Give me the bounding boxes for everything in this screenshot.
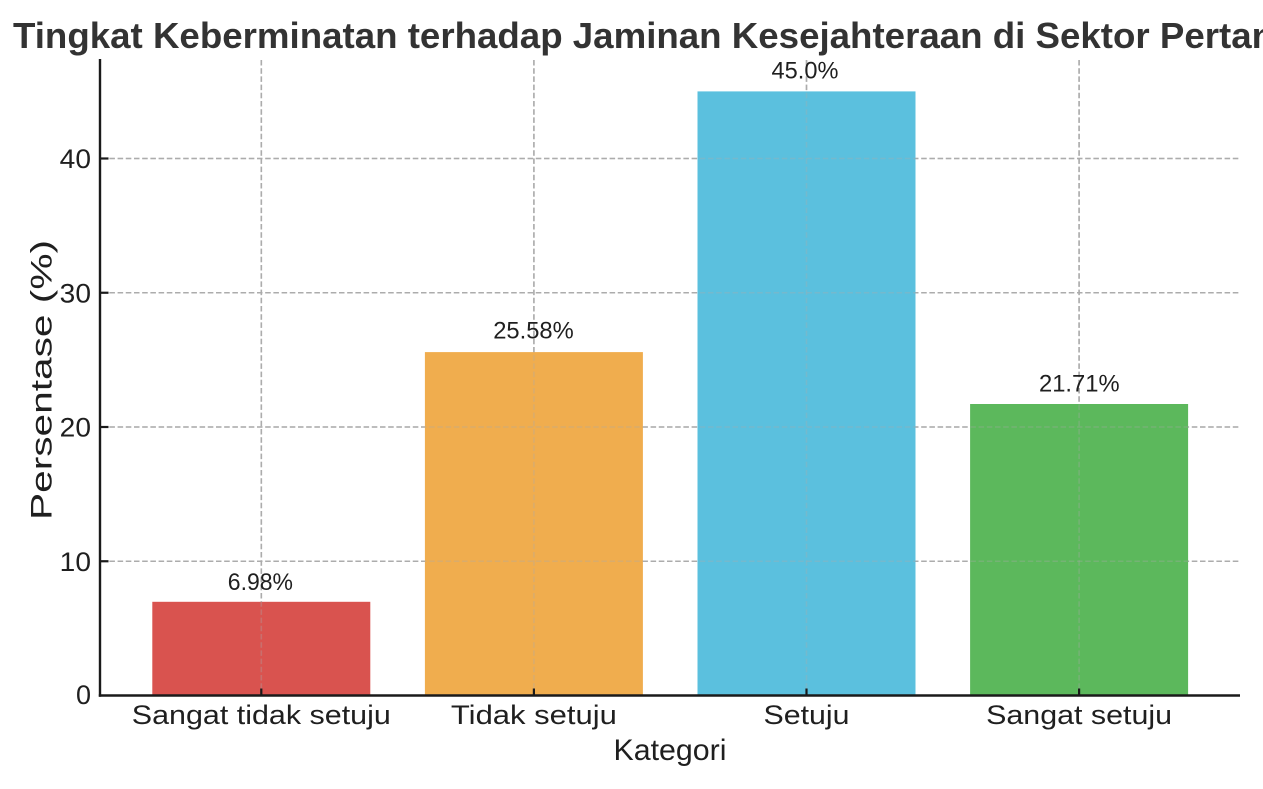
svg-text:30: 30 [60, 278, 91, 308]
svg-text:6.98%: 6.98% [228, 569, 293, 596]
svg-text:10: 10 [60, 547, 91, 577]
svg-text:25.58%: 25.58% [493, 318, 574, 345]
svg-text:Setuju: Setuju [764, 700, 850, 730]
svg-text:Sangat setuju: Sangat setuju [986, 700, 1172, 730]
svg-text:20: 20 [60, 413, 91, 443]
svg-text:Kategori: Kategori [614, 734, 727, 767]
svg-text:40: 40 [60, 144, 91, 174]
svg-text:Tidak setuju: Tidak setuju [451, 700, 617, 730]
svg-text:Tingkat Keberminatan terhadap: Tingkat Keberminatan terhadap Jaminan Ke… [13, 15, 1263, 56]
svg-text:21.71%: 21.71% [1039, 371, 1120, 398]
svg-text:45.0%: 45.0% [772, 57, 839, 84]
svg-text:Sangat tidak setuju: Sangat tidak setuju [132, 700, 391, 730]
svg-text:Persentase (%): Persentase (%) [26, 240, 59, 520]
svg-text:0: 0 [76, 680, 91, 710]
